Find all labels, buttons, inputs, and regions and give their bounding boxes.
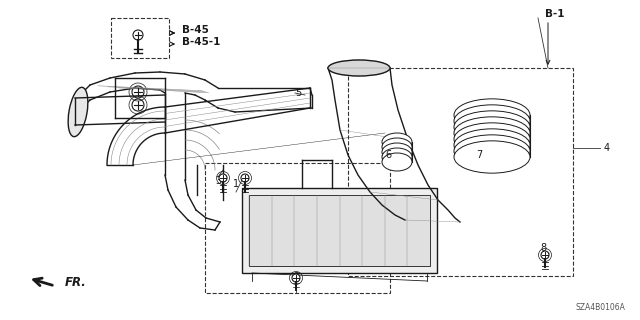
Ellipse shape <box>454 135 530 167</box>
Bar <box>249 195 430 266</box>
Text: B-45-1: B-45-1 <box>182 37 220 47</box>
Ellipse shape <box>382 133 412 151</box>
Bar <box>242 188 437 273</box>
Bar <box>205 163 390 293</box>
Text: 4: 4 <box>604 143 610 153</box>
Text: 7: 7 <box>476 150 482 160</box>
Ellipse shape <box>382 143 412 161</box>
Text: SZA4B0106A: SZA4B0106A <box>575 303 625 312</box>
Text: B-1: B-1 <box>545 9 564 19</box>
Circle shape <box>241 174 249 182</box>
Ellipse shape <box>454 111 530 143</box>
Ellipse shape <box>454 117 530 149</box>
Text: 3: 3 <box>215 176 221 186</box>
Ellipse shape <box>382 153 412 171</box>
Text: 5: 5 <box>295 88 301 98</box>
Text: B-45: B-45 <box>182 25 209 35</box>
Text: 2: 2 <box>293 272 299 282</box>
Ellipse shape <box>382 148 412 166</box>
Ellipse shape <box>68 87 88 137</box>
Circle shape <box>219 174 227 182</box>
Bar <box>111 18 169 58</box>
Text: 8: 8 <box>540 243 546 253</box>
Circle shape <box>292 274 300 282</box>
Text: FR.: FR. <box>65 276 87 289</box>
Ellipse shape <box>328 60 390 76</box>
Ellipse shape <box>454 105 530 137</box>
Ellipse shape <box>454 123 530 155</box>
Ellipse shape <box>454 129 530 161</box>
Circle shape <box>541 251 549 259</box>
Bar <box>348 68 573 276</box>
Text: 6: 6 <box>385 150 391 160</box>
Ellipse shape <box>454 141 530 173</box>
Text: 1: 1 <box>233 179 239 189</box>
Ellipse shape <box>454 99 530 131</box>
Ellipse shape <box>382 138 412 156</box>
